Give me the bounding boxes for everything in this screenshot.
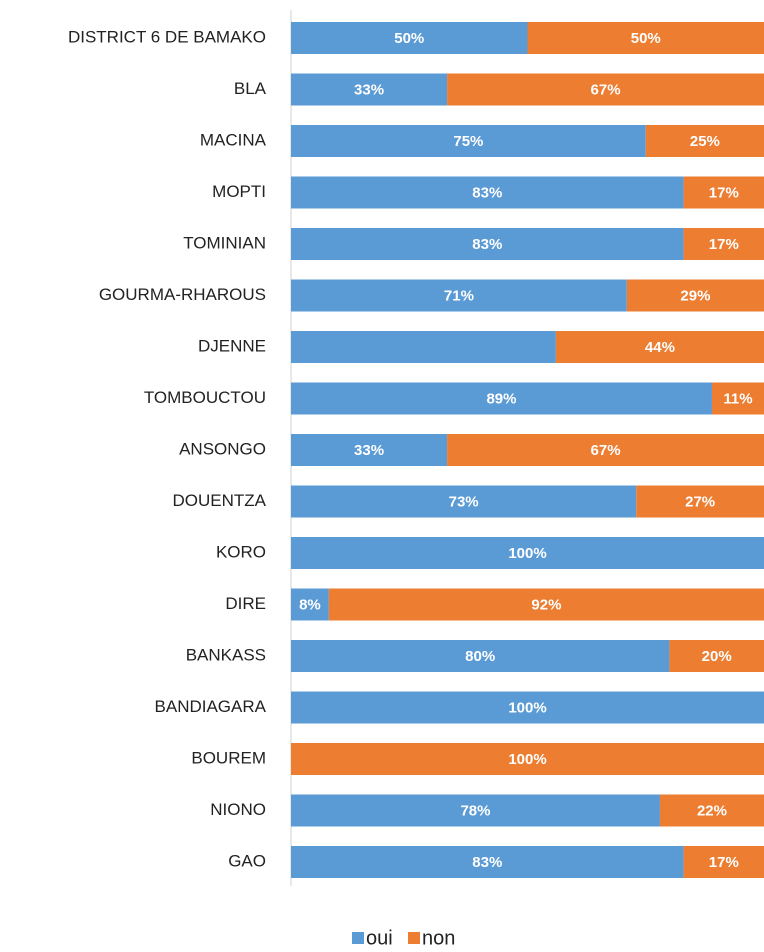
bar-segment bbox=[291, 640, 670, 672]
data-label: 50% bbox=[631, 30, 661, 47]
bar-segment bbox=[291, 846, 684, 878]
data-label: 11% bbox=[723, 390, 752, 407]
data-label: 17% bbox=[709, 184, 739, 201]
legend-label: oui bbox=[366, 927, 393, 949]
bar-segment bbox=[659, 794, 764, 827]
bar-segment bbox=[291, 743, 764, 775]
data-label: 17% bbox=[709, 854, 739, 871]
category-label: ANSONGO bbox=[179, 439, 266, 458]
data-label: 89% bbox=[486, 390, 516, 407]
bar-segment bbox=[291, 176, 684, 209]
category-label: NIONO bbox=[210, 800, 266, 819]
bar-segment bbox=[683, 846, 764, 878]
category-label: MACINA bbox=[200, 130, 267, 149]
bar-segment bbox=[291, 228, 684, 260]
bar-segment bbox=[555, 331, 764, 363]
bar-segment bbox=[636, 485, 764, 518]
data-label: 8% bbox=[299, 596, 321, 613]
bar-segment bbox=[291, 331, 556, 363]
category-label: DJENNE bbox=[198, 336, 266, 355]
category-label: BLA bbox=[234, 79, 267, 98]
data-label: 78% bbox=[460, 802, 490, 819]
bar-segment bbox=[291, 588, 329, 621]
data-label: 67% bbox=[591, 442, 621, 459]
bar-segment bbox=[328, 588, 764, 621]
bar-segment bbox=[291, 125, 646, 157]
legend-swatch bbox=[352, 932, 364, 944]
data-label: 100% bbox=[508, 699, 546, 716]
bar-segment bbox=[669, 640, 764, 672]
category-label: DOUENTZA bbox=[173, 491, 267, 510]
data-label: 33% bbox=[354, 81, 384, 98]
data-label: 83% bbox=[472, 184, 502, 201]
bar-segment bbox=[291, 485, 637, 518]
data-label: 75% bbox=[453, 133, 483, 150]
bar-segment bbox=[527, 22, 764, 54]
data-label: 100% bbox=[508, 751, 546, 768]
data-label: 22% bbox=[697, 802, 727, 819]
bar-segment bbox=[291, 382, 712, 415]
data-label: 20% bbox=[702, 648, 732, 665]
data-label: 44% bbox=[645, 339, 675, 356]
data-label: 100% bbox=[508, 545, 546, 562]
data-label: 92% bbox=[531, 596, 561, 613]
category-label: DISTRICT 6 DE BAMAKO bbox=[68, 27, 266, 46]
bar-segment bbox=[291, 22, 528, 54]
bar-segment bbox=[626, 279, 764, 312]
data-label: 67% bbox=[591, 81, 621, 98]
category-label: BANDIAGARA bbox=[155, 697, 267, 716]
data-label: 71% bbox=[444, 287, 474, 304]
category-label: GOURMA-RHAROUS bbox=[99, 285, 266, 304]
bar-segment bbox=[291, 279, 627, 312]
data-label: 29% bbox=[680, 287, 710, 304]
bar-segment bbox=[291, 794, 660, 827]
data-label: 50% bbox=[394, 30, 424, 47]
bar-segment bbox=[291, 691, 764, 724]
category-label: GAO bbox=[228, 851, 266, 870]
bar-segment bbox=[683, 176, 764, 209]
bar-segment bbox=[645, 125, 764, 157]
bar-segment bbox=[447, 73, 764, 106]
category-label: DIRE bbox=[225, 594, 266, 613]
bar-segment bbox=[291, 73, 448, 106]
bar-segment bbox=[291, 434, 448, 466]
bar-segment bbox=[291, 537, 764, 569]
data-label: 83% bbox=[472, 236, 502, 253]
data-label: 27% bbox=[685, 493, 715, 510]
category-label: KORO bbox=[216, 542, 266, 561]
bar-segment bbox=[447, 434, 764, 466]
data-label: 80% bbox=[465, 648, 495, 665]
category-label: BOUREM bbox=[191, 748, 266, 767]
category-label: TOMBOUCTOU bbox=[144, 388, 266, 407]
data-label: 33% bbox=[354, 442, 384, 459]
legend-label: non bbox=[422, 927, 455, 949]
bar-segment bbox=[683, 228, 764, 260]
data-label: 73% bbox=[449, 493, 479, 510]
data-label: 17% bbox=[709, 236, 739, 253]
legend-swatch bbox=[408, 932, 420, 944]
bar-segment bbox=[711, 382, 764, 415]
data-label: 83% bbox=[472, 854, 502, 871]
data-label: 25% bbox=[690, 133, 720, 150]
category-label: TOMINIAN bbox=[183, 233, 266, 252]
category-label: BANKASS bbox=[186, 645, 266, 664]
category-label: MOPTI bbox=[212, 182, 266, 201]
